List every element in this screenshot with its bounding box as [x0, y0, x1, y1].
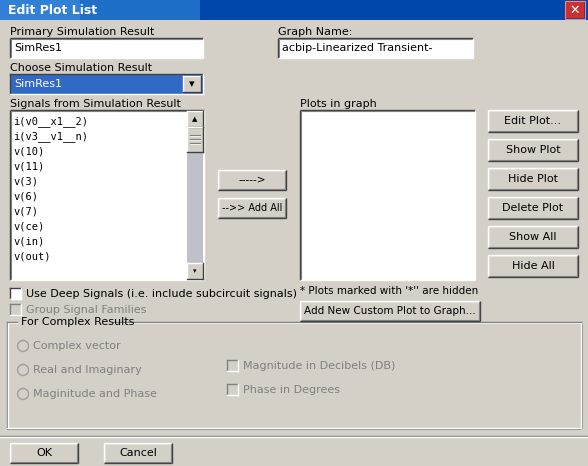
Text: v(6): v(6) [13, 192, 38, 201]
Bar [227, 384, 238, 395]
Text: v(in): v(in) [13, 237, 44, 247]
Text: Hide All: Hide All [512, 261, 554, 271]
Bar [218, 170, 286, 190]
Text: Real and Imaginary: Real and Imaginary [33, 365, 142, 375]
Text: Graph Name:: Graph Name: [278, 27, 352, 37]
Text: acbip-Linearized Transient-: acbip-Linearized Transient- [282, 43, 433, 53]
Bar [183, 76, 201, 92]
Text: Show Plot: Show Plot [506, 145, 560, 155]
Text: i(v3__v1__n): i(v3__v1__n) [13, 131, 88, 142]
Text: i(v0__x1__2): i(v0__x1__2) [13, 116, 88, 127]
Text: Magnitude in Decibels (DB): Magnitude in Decibels (DB) [243, 361, 395, 371]
Text: SimRes1: SimRes1 [14, 79, 62, 89]
Bar [565, 1, 585, 19]
Text: Cancel: Cancel [119, 448, 157, 458]
Bar [0, 0, 200, 20]
Bar [10, 288, 21, 299]
Text: Phase in Degrees: Phase in Degrees [243, 385, 340, 395]
Bar [0, 0, 80, 20]
Bar [566, 2, 584, 18]
Text: ----->: -----> [238, 175, 266, 185]
Bar [300, 301, 480, 321]
Ellipse shape [18, 389, 28, 399]
Text: Maginitude and Phase: Maginitude and Phase [33, 389, 157, 399]
Bar [488, 139, 578, 161]
Text: ▲: ▲ [192, 116, 198, 122]
Bar [300, 110, 475, 280]
Bar [218, 198, 286, 218]
Bar [10, 304, 21, 315]
Text: Add New Custom Plot to Graph...: Add New Custom Plot to Graph... [304, 306, 476, 316]
Text: Choose Simulation Result: Choose Simulation Result [10, 63, 152, 73]
Text: Primary Simulation Result: Primary Simulation Result [10, 27, 155, 37]
Text: Plots in graph: Plots in graph [300, 99, 377, 109]
Bar [104, 443, 172, 463]
Text: For Complex Results: For Complex Results [21, 317, 135, 327]
Bar [10, 74, 203, 94]
Text: * Plots marked with '*'' are hidden: * Plots marked with '*'' are hidden [300, 286, 478, 296]
Text: Use Deep Signals (i.e. include subcircuit signals): Use Deep Signals (i.e. include subcircui… [26, 289, 297, 299]
Bar [10, 110, 204, 280]
Bar [488, 197, 578, 219]
Text: v(ce): v(ce) [13, 221, 44, 232]
Text: ▾: ▾ [193, 268, 197, 274]
Text: Edit Plot List: Edit Plot List [8, 4, 97, 16]
Bar [278, 38, 473, 58]
Text: v(10): v(10) [13, 146, 44, 157]
Bar [10, 443, 78, 463]
Text: ▾: ▾ [189, 79, 195, 89]
Text: v(7): v(7) [13, 206, 38, 217]
Text: Hide Plot: Hide Plot [508, 174, 558, 184]
Text: Complex vector: Complex vector [33, 341, 121, 351]
Text: ✕: ✕ [570, 4, 580, 16]
Text: SimRes1: SimRes1 [14, 43, 62, 53]
Text: Delete Plot: Delete Plot [502, 203, 563, 213]
Bar [488, 226, 578, 248]
Text: v(11): v(11) [13, 162, 44, 171]
Text: Show All: Show All [509, 232, 557, 242]
Text: -->> Add All: -->> Add All [222, 203, 282, 213]
Text: Signals from Simulation Result: Signals from Simulation Result [10, 99, 181, 109]
Bar [488, 168, 578, 190]
Bar [187, 111, 203, 279]
Bar [488, 110, 578, 132]
Text: Group Signal Families: Group Signal Families [26, 305, 146, 315]
Bar [187, 263, 203, 279]
Bar [10, 38, 203, 58]
Bar [187, 127, 203, 152]
Bar [0, 0, 588, 20]
Bar [488, 255, 578, 277]
Bar [187, 111, 203, 127]
Ellipse shape [18, 341, 28, 351]
Bar [227, 360, 238, 371]
Text: Edit Plot...: Edit Plot... [505, 116, 562, 126]
Text: v(out): v(out) [13, 252, 51, 261]
Ellipse shape [18, 364, 28, 376]
Text: OK: OK [36, 448, 52, 458]
Text: v(3): v(3) [13, 177, 38, 186]
